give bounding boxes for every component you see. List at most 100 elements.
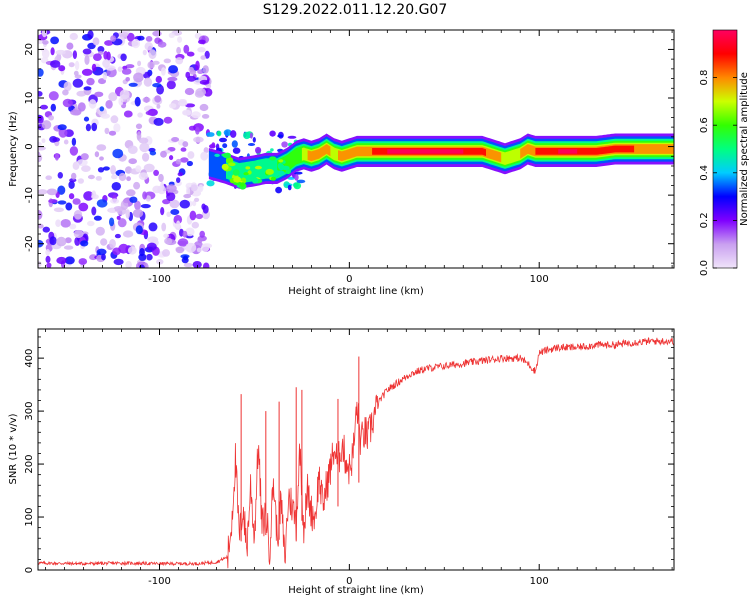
noise-blob (186, 51, 195, 57)
noise-blob (110, 115, 119, 124)
ridge-blob (221, 163, 229, 171)
noise-blob (231, 140, 238, 148)
noise-blob (182, 109, 192, 116)
noise-blob (96, 248, 107, 256)
ridge-blob (270, 176, 276, 181)
noise-blob (71, 137, 77, 146)
noise-blob (132, 208, 144, 218)
noise-blob (102, 71, 108, 81)
noise-blob (97, 167, 105, 173)
noise-blob (144, 42, 154, 51)
ridge-blob (245, 166, 251, 170)
noise-blob (255, 146, 262, 154)
noise-blob (111, 182, 122, 191)
noise-blob (113, 258, 124, 266)
noise-blob (38, 91, 43, 97)
y-tick-label: 0 (24, 567, 35, 573)
noise-blob (77, 178, 84, 184)
y-tick-label: 0 (24, 143, 35, 149)
noise-blob (42, 226, 50, 233)
colorbar-tick-label: 0.0 (699, 260, 710, 276)
noise-blob (142, 49, 147, 56)
noise-blob (161, 67, 166, 76)
noise-blob (64, 256, 75, 265)
noise-blob (83, 191, 94, 201)
noise-blob (176, 177, 181, 184)
noise-blob (128, 82, 138, 87)
noise-blob (174, 180, 182, 187)
ridge-band (307, 144, 331, 162)
noise-blob (38, 68, 44, 77)
snr-y-ticks: 0 100 200 300 400 (24, 336, 674, 573)
noise-blob (200, 151, 209, 161)
noise-blob (54, 153, 60, 161)
noise-blob (120, 53, 127, 62)
ridge-band (387, 149, 464, 154)
noise-blob (113, 123, 121, 133)
noise-blob (195, 60, 200, 71)
noise-blob (58, 65, 66, 72)
noise-blob (110, 35, 116, 42)
noise-blob (41, 120, 52, 130)
ridge-blob (228, 162, 236, 167)
noise-blob (185, 242, 197, 253)
noise-blob (166, 80, 176, 90)
ridge-blob (240, 182, 245, 187)
noise-blob (96, 144, 107, 151)
noise-blob (158, 173, 164, 183)
noise-blob (46, 262, 52, 268)
noise-blob (50, 60, 61, 68)
noise-blob (177, 238, 189, 247)
noise-blob (170, 209, 180, 215)
noise-blob (100, 238, 108, 246)
noise-blob (57, 185, 66, 195)
colorbar-tick-label: 0.2 (699, 212, 710, 228)
noise-blob (108, 130, 117, 136)
noise-blob (38, 141, 42, 147)
noise-blob (185, 227, 195, 237)
noise-blob (133, 72, 144, 83)
noise-blob (93, 53, 102, 61)
noise-blob (125, 77, 130, 82)
noise-blob (57, 172, 63, 179)
ridge-blob (214, 153, 220, 157)
noise-blob (86, 77, 95, 86)
noise-blob (99, 156, 104, 161)
noise-blob (126, 176, 131, 182)
noise-blob (76, 159, 88, 167)
noise-blob (169, 155, 174, 161)
snr-y-label: SNR (10 * v/v) (8, 413, 19, 484)
noise-blob (104, 40, 114, 46)
noise-blob (269, 130, 276, 137)
noise-blob (62, 98, 73, 108)
noise-blob (38, 223, 44, 229)
noise-blob (128, 158, 137, 165)
noise-blob (252, 137, 256, 143)
noise-blob (125, 260, 132, 268)
noise-blob (46, 188, 58, 196)
noise-blob (108, 207, 116, 213)
noise-blob (135, 165, 142, 173)
noise-blob (152, 185, 162, 194)
noise-blob (84, 55, 90, 65)
noise-blob (137, 60, 142, 67)
noise-blob (104, 127, 110, 135)
noise-blob (153, 117, 164, 126)
noise-blob (55, 49, 66, 55)
noise-blob (110, 198, 120, 204)
noise-blob (194, 197, 200, 202)
noise-blob (243, 131, 251, 140)
noise-blob (66, 42, 74, 50)
noise-blob (135, 123, 143, 130)
noise-blob (50, 36, 59, 45)
spectrogram-x-label: Height of straight line (km) (288, 286, 424, 297)
noise-blob (38, 261, 42, 267)
noise-blob (53, 207, 64, 213)
noise-blob (176, 220, 181, 229)
noise-blob (109, 239, 116, 249)
spectrogram-frame (37, 29, 675, 269)
noise-blob (60, 219, 71, 228)
noise-blob (85, 123, 91, 132)
noise-blob (164, 237, 173, 245)
